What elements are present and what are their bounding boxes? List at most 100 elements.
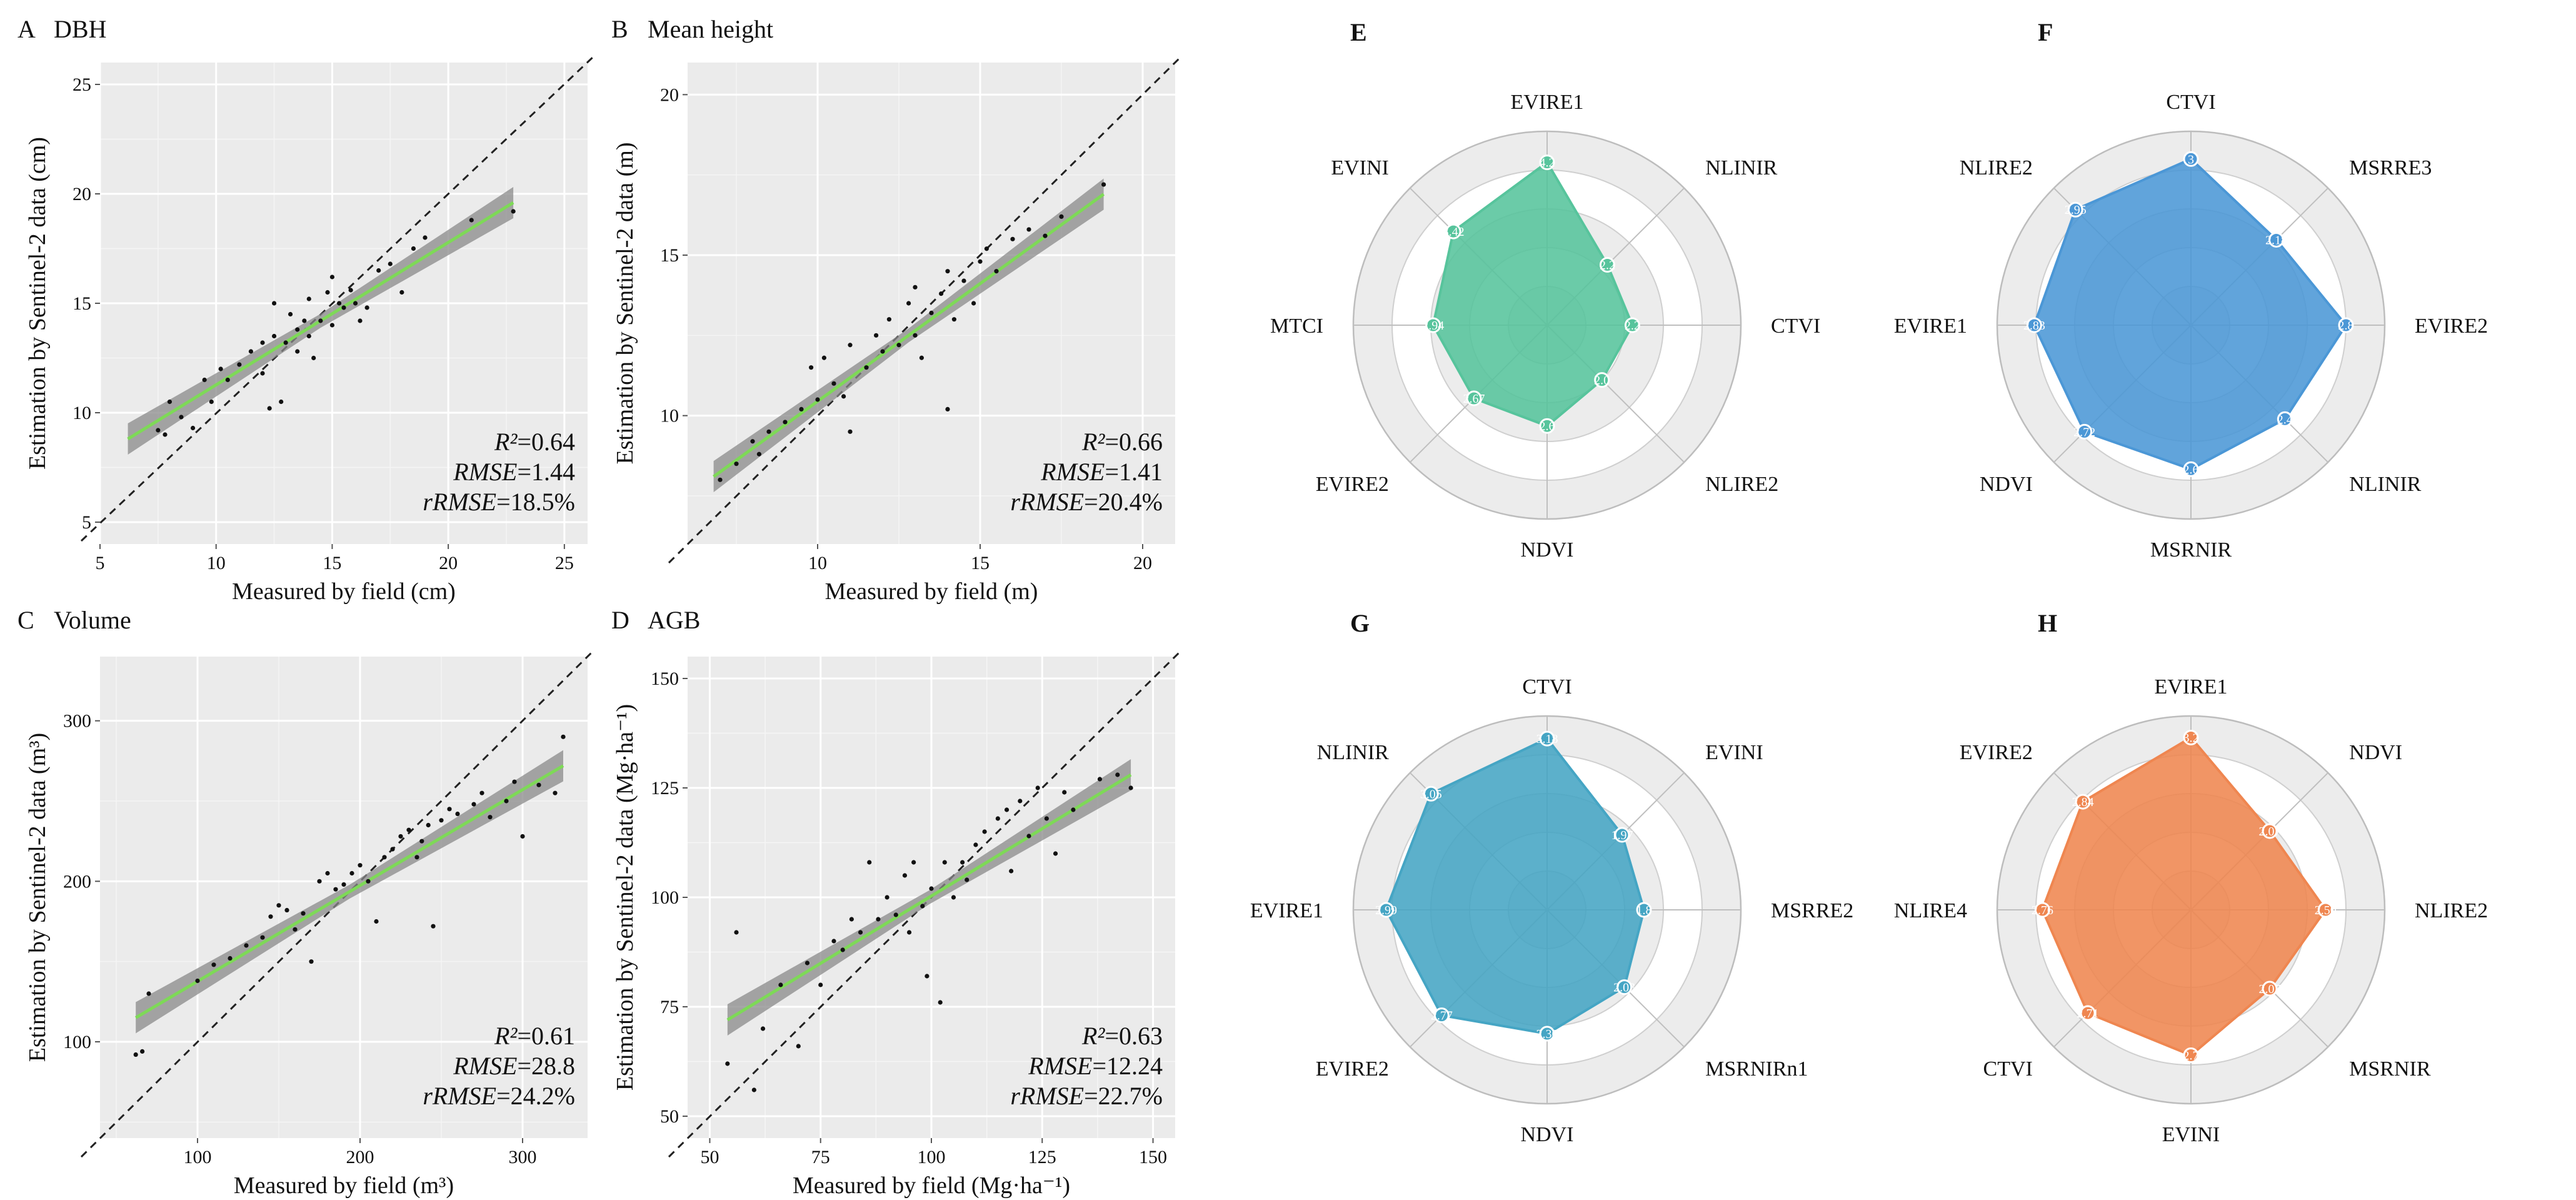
data-point (973, 842, 978, 847)
data-point (284, 907, 289, 913)
radar-vertex (1539, 730, 1555, 747)
data-point (341, 882, 346, 887)
radar-vertex (1378, 902, 1395, 918)
data-point (840, 947, 845, 952)
radar-value-label: 2.03 (1613, 981, 1635, 995)
x-tick-label: 10 (808, 553, 827, 573)
radar-value-label: 2.2 (1625, 319, 1640, 333)
radar-vertex (1614, 827, 1630, 843)
data-point (419, 839, 424, 844)
data-point (163, 432, 168, 437)
data-point (488, 815, 493, 820)
data-point (228, 955, 233, 961)
data-point (1097, 777, 1103, 782)
data-point (1062, 790, 1067, 795)
radar-value-label: 2.7 (2183, 1049, 2199, 1063)
y-tick-label: 300 (63, 711, 91, 732)
y-tick-label: 50 (660, 1106, 679, 1127)
data-point (725, 1061, 730, 1066)
x-tick-label: 125 (1028, 1147, 1056, 1167)
data-point (237, 362, 242, 367)
data-point (815, 397, 820, 402)
data-point (309, 959, 314, 964)
panel-letter: C (18, 606, 34, 634)
radar-value-label: 3.42 (1443, 225, 1465, 239)
stat-label: R² (494, 428, 518, 456)
data-point (867, 860, 872, 865)
data-point (1026, 834, 1031, 839)
radar-vertex (1539, 154, 1555, 171)
data-point (202, 377, 207, 383)
data-point (133, 1052, 138, 1057)
x-tick-label: 200 (346, 1147, 374, 1167)
data-point (1009, 869, 1014, 874)
data-point (520, 834, 525, 839)
data-point (279, 399, 284, 405)
stat-label: R² (494, 1022, 518, 1050)
y-tick-label: 200 (63, 871, 91, 892)
data-point (295, 327, 300, 332)
data-point (849, 917, 854, 922)
radar-axis-label: MSRNIR (2150, 538, 2232, 562)
data-point (1035, 785, 1040, 790)
data-point (995, 816, 1000, 821)
x-axis-label: Measured by field (m) (825, 578, 1038, 605)
data-point (778, 982, 783, 987)
radar-axis-label: CTVI (2166, 91, 2215, 114)
stat-r2: R²=0.63 (1081, 1022, 1163, 1050)
data-point (423, 235, 428, 240)
data-point (399, 290, 404, 295)
data-point (390, 847, 395, 852)
stat-rmse: RMSE=1.44 (453, 458, 575, 486)
x-tick-label: 75 (811, 1147, 830, 1167)
data-point (734, 930, 739, 935)
stat-value: =1.44 (517, 458, 575, 486)
data-point (982, 829, 987, 834)
radar-value-label: 2.76 (2032, 904, 2053, 917)
data-point (876, 917, 881, 922)
stat-value: =24.2% (496, 1082, 575, 1110)
data-point (1115, 772, 1120, 777)
radar-vertex (2268, 231, 2285, 248)
data-point (885, 895, 890, 900)
data-point (288, 311, 293, 317)
stat-label: rRMSE (423, 1082, 496, 1110)
data-point (471, 802, 476, 807)
stat-r2: R²=0.61 (494, 1022, 575, 1050)
data-point (358, 318, 363, 323)
data-point (248, 349, 254, 354)
radar-value-label: 3.18 (1536, 732, 1558, 746)
scatter-panel-b: 10 15 20101520R²=0.66RMSE=1.41rRMSE=20.4%B… (611, 15, 1183, 605)
data-point (431, 924, 436, 929)
stat-label: R² (1081, 1022, 1105, 1050)
data-point (268, 914, 273, 919)
data-point (818, 982, 823, 987)
data-point (317, 879, 322, 884)
radar-value-label: 2.67 (1463, 392, 1485, 406)
radar-vertex (2026, 317, 2042, 333)
data-point (504, 799, 509, 804)
stat-value: =22.7% (1084, 1082, 1163, 1110)
regression-line (713, 193, 1105, 478)
radar-vertex (2262, 981, 2278, 997)
data-point (325, 870, 330, 876)
radar-vertex (2338, 317, 2354, 333)
y-tick-label: 10 (73, 403, 91, 423)
data-point (945, 269, 950, 274)
radar-axis-label: EVIRE1 (1510, 91, 1583, 114)
data-point (920, 904, 925, 909)
radar-vertex (2075, 794, 2091, 810)
radar-axis-label: NLINIR (1317, 741, 1390, 764)
data-point (167, 399, 173, 405)
x-tick-label: 15 (971, 553, 990, 573)
data-point (1026, 227, 1031, 232)
scatter-panel-d: 50 75 100 125 1505075100125150R²=0.63RMSE=12… (611, 606, 1183, 1199)
radar-vertex (1636, 902, 1652, 918)
data-point (858, 930, 863, 935)
stat-r2: R²=0.64 (494, 428, 575, 456)
data-point (831, 381, 836, 386)
y-axis-label: Estimation by Sentinel-2 data (Mg·ha⁻¹) (612, 704, 638, 1091)
radar-axis-label: EVIRE1 (1250, 899, 1323, 922)
y-tick-label: 25 (73, 74, 91, 95)
data-point (179, 415, 184, 420)
